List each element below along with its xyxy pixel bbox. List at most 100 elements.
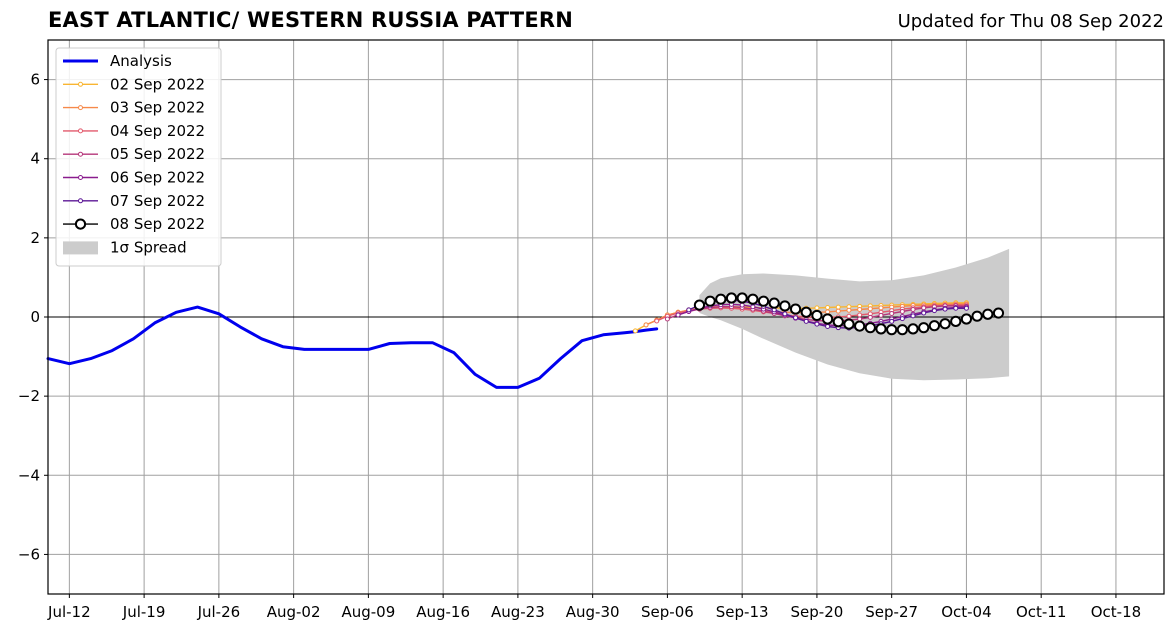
forecast-marker [843, 318, 855, 330]
plot-area [46, 39, 1165, 595]
legend-label: 08 Sep 2022 [110, 215, 205, 233]
forecast-marker [921, 310, 927, 316]
legend-item: 02 Sep 2022 [63, 75, 205, 93]
forecast-marker [814, 305, 820, 311]
forecast-marker [846, 307, 852, 313]
forecast-marker [782, 311, 788, 317]
legend-label: 02 Sep 2022 [110, 75, 205, 93]
updated-date: Updated for Thu 08 Sep 2022 [897, 11, 1164, 32]
legend-item: Analysis [63, 52, 172, 70]
forecast-marker [693, 299, 706, 311]
forecast-marker [832, 316, 844, 328]
x-tick-label: Jul-26 [197, 603, 241, 621]
x-tick-label: Aug-02 [267, 603, 321, 621]
legend-item: 07 Sep 2022 [63, 192, 205, 210]
legend-swatch [63, 241, 98, 255]
forecast-marker [982, 308, 994, 320]
forecast-marker [789, 303, 802, 315]
forecast-marker [886, 324, 898, 336]
y-axis: 6 4 2 0 −2 −4 −6 [18, 71, 48, 563]
x-tick-label: Aug-09 [341, 603, 395, 621]
forecast-marker [654, 318, 660, 324]
forecast-marker [992, 307, 1005, 319]
y-tick-label: 0 [30, 308, 40, 326]
forecast-marker [814, 321, 820, 327]
forecast-marker [686, 307, 692, 313]
forecast-marker [939, 318, 951, 330]
x-axis: Jul-12 Jul-19 Jul-26 Aug-02 Aug-09 Aug-16 Aug-… [47, 594, 1141, 621]
spread-band [699, 248, 1010, 381]
forecast-marker [910, 313, 916, 319]
legend-item: 04 Sep 2022 [63, 122, 205, 140]
forecast-marker [704, 295, 716, 307]
forecast-marker [736, 292, 748, 304]
legend-label: 1σ Spread [110, 238, 187, 256]
x-tick-label: Sep-27 [865, 603, 918, 621]
y-tick-label: 4 [30, 150, 40, 168]
legend-marker [78, 151, 83, 157]
forecast-marker [825, 305, 831, 311]
legend-label: 04 Sep 2022 [110, 122, 205, 140]
forecast-marker [899, 316, 905, 322]
legend-marker [78, 81, 83, 87]
forecast-marker [921, 305, 927, 311]
x-tick-label: Sep-06 [641, 603, 694, 621]
forecast-marker [953, 305, 959, 311]
forecast-marker [878, 305, 884, 311]
legend-label: 07 Sep 2022 [110, 192, 205, 210]
forecast-marker [971, 310, 983, 322]
forecast-marker [811, 309, 823, 322]
legend-item: 1σ Spread [63, 238, 187, 256]
y-tick-label: 6 [30, 71, 40, 89]
series-group [46, 292, 1005, 389]
forecast-marker [942, 306, 948, 312]
legend-marker [78, 105, 83, 111]
forecast-marker [889, 318, 895, 324]
y-tick-label: −2 [18, 387, 40, 405]
x-tick-label: Oct-11 [1016, 603, 1066, 621]
forecast-marker [875, 323, 887, 335]
forecast-marker [821, 313, 834, 325]
forecast-series [693, 292, 1005, 336]
forecast-marker [675, 312, 681, 318]
forecast-marker [757, 295, 770, 307]
forecast-marker [910, 306, 916, 312]
forecast-marker [857, 312, 863, 318]
y-tick-label: 2 [30, 229, 40, 247]
forecast-marker [835, 304, 841, 310]
x-tick-label: Aug-23 [491, 603, 545, 621]
forecast-marker [867, 314, 873, 320]
legend-item: 08 Sep 2022 [63, 215, 205, 233]
legend-marker [78, 198, 83, 204]
forecast-marker [664, 316, 670, 322]
forecast-marker [899, 308, 905, 314]
chart-title: EAST ATLANTIC/ WESTERN RUSSIA PATTERN [48, 8, 574, 32]
forecast-marker [960, 313, 973, 325]
legend-item: 03 Sep 2022 [63, 99, 205, 117]
forecast-marker [846, 313, 852, 319]
forecast-marker [857, 316, 863, 322]
legend[interactable]: Analysis 02 Sep 2022 03 Sep 2022 04 Sep 202… [55, 47, 222, 267]
forecast-marker [632, 328, 638, 334]
forecast-marker [643, 322, 649, 328]
x-tick-label: Aug-30 [566, 603, 620, 621]
legend-label: Analysis [110, 52, 172, 70]
forecast-marker [857, 306, 863, 312]
y-tick-label: −4 [18, 466, 40, 484]
forecast-marker [747, 293, 759, 305]
x-tick-label: Aug-16 [416, 603, 470, 621]
forecast-marker [825, 323, 831, 329]
legend-label: 05 Sep 2022 [110, 145, 205, 163]
forecast-marker [803, 318, 809, 324]
forecast-marker [918, 322, 930, 334]
forecast-marker [950, 315, 962, 327]
legend-label: 06 Sep 2022 [110, 169, 205, 187]
y-tick-label: −6 [18, 545, 40, 563]
forecast-marker [725, 292, 738, 304]
x-tick-label: Oct-18 [1091, 603, 1141, 621]
legend-item: 05 Sep 2022 [63, 145, 205, 163]
forecast-marker [928, 320, 940, 332]
forecast-marker [889, 310, 895, 316]
legend-marker [78, 175, 83, 180]
